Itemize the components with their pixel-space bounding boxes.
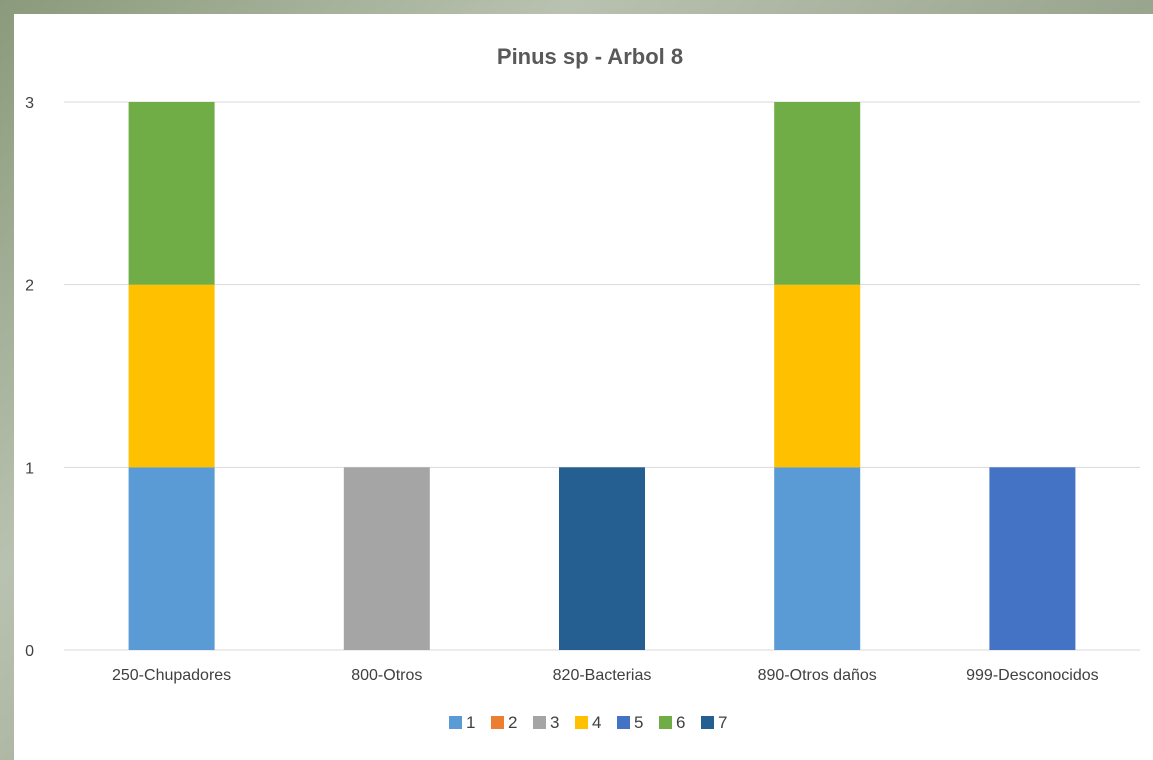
y-tick-label: 2	[25, 278, 34, 295]
bar-segment	[128, 284, 215, 468]
x-tick-label: 890-Otros daños	[758, 667, 877, 684]
x-axis-ticks: 250-Chupadores 800-Otros 820-Bacterias 890-…	[112, 667, 1099, 684]
legend-label: 2	[508, 713, 517, 732]
y-axis-ticks: 0 1 2 3	[25, 95, 34, 660]
legend-swatch	[491, 716, 504, 729]
bar-segment	[559, 467, 645, 650]
bar-segment	[128, 467, 215, 650]
chart-title: Pinus sp - Arbol 8	[497, 44, 683, 69]
x-tick-label: 250-Chupadores	[112, 667, 231, 684]
bar-segment	[774, 102, 861, 285]
chart-svg: Pinus sp - Arbol 8 0 1 2 3 250-Chupadores 80…	[25, 44, 1140, 732]
bar-segment	[774, 284, 861, 468]
legend-label: 4	[592, 713, 601, 732]
legend-swatch	[449, 716, 462, 729]
bar-segment	[989, 467, 1076, 650]
x-tick-label: 999-Desconocidos	[966, 667, 1099, 684]
legend-label: 6	[676, 713, 685, 732]
legend-label: 1	[466, 713, 475, 732]
legend-swatch	[533, 716, 546, 729]
y-tick-label: 0	[25, 643, 34, 660]
legend-label: 3	[550, 713, 559, 732]
legend-swatch	[575, 716, 588, 729]
chart-panel: Pinus sp - Arbol 8 0 1 2 3 250-Chupadores 80…	[14, 14, 1153, 760]
legend-swatch	[659, 716, 672, 729]
bars-layer	[128, 102, 1076, 650]
legend-swatch	[701, 716, 714, 729]
legend-label: 5	[634, 713, 643, 732]
legend-swatch	[617, 716, 630, 729]
x-tick-label: 800-Otros	[351, 667, 422, 684]
legend: 1 2 3 4 5 6 7	[449, 713, 727, 732]
bar-segment	[128, 102, 215, 285]
x-tick-label: 820-Bacterias	[553, 667, 652, 684]
y-tick-label: 1	[25, 460, 34, 477]
legend-label: 7	[718, 713, 727, 732]
bar-segment	[343, 467, 430, 650]
bar-segment	[774, 467, 861, 650]
y-tick-label: 3	[25, 95, 34, 112]
